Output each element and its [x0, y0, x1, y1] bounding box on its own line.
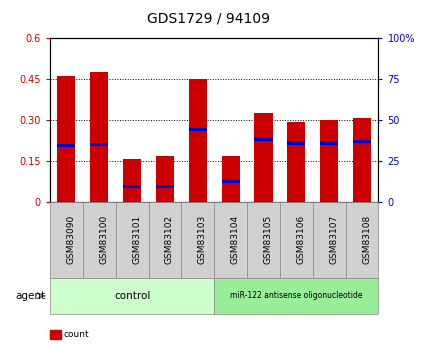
- Bar: [352, 118, 370, 202]
- Bar: [123, 159, 141, 202]
- Bar: [221, 180, 239, 183]
- Bar: [286, 122, 305, 202]
- Bar: [57, 144, 76, 147]
- Text: GSM83103: GSM83103: [197, 215, 206, 264]
- Bar: [90, 143, 108, 146]
- Text: miR-122 antisense oligonucleotide: miR-122 antisense oligonucleotide: [230, 291, 362, 300]
- Bar: [254, 137, 272, 141]
- Text: control: control: [114, 291, 150, 301]
- Text: GSM83104: GSM83104: [230, 215, 239, 264]
- Text: GSM83108: GSM83108: [361, 215, 370, 264]
- Text: GSM83105: GSM83105: [263, 215, 272, 264]
- Bar: [352, 140, 370, 144]
- Bar: [155, 156, 174, 202]
- Bar: [254, 113, 272, 202]
- Text: GSM83107: GSM83107: [329, 215, 337, 264]
- Bar: [221, 156, 239, 202]
- Bar: [319, 141, 338, 145]
- Text: GDS1729 / 94109: GDS1729 / 94109: [147, 12, 270, 26]
- Text: count: count: [63, 330, 89, 339]
- Text: GSM83090: GSM83090: [66, 215, 75, 264]
- Bar: [188, 79, 207, 202]
- Bar: [57, 76, 76, 202]
- Bar: [123, 185, 141, 188]
- Text: GSM83106: GSM83106: [296, 215, 305, 264]
- Bar: [155, 185, 174, 188]
- Text: agent: agent: [16, 291, 46, 301]
- Bar: [319, 120, 338, 202]
- Bar: [188, 128, 207, 131]
- Bar: [90, 72, 108, 202]
- Text: GSM83101: GSM83101: [132, 215, 141, 264]
- Bar: [286, 141, 305, 145]
- Text: GSM83102: GSM83102: [164, 215, 174, 264]
- Text: GSM83100: GSM83100: [99, 215, 108, 264]
